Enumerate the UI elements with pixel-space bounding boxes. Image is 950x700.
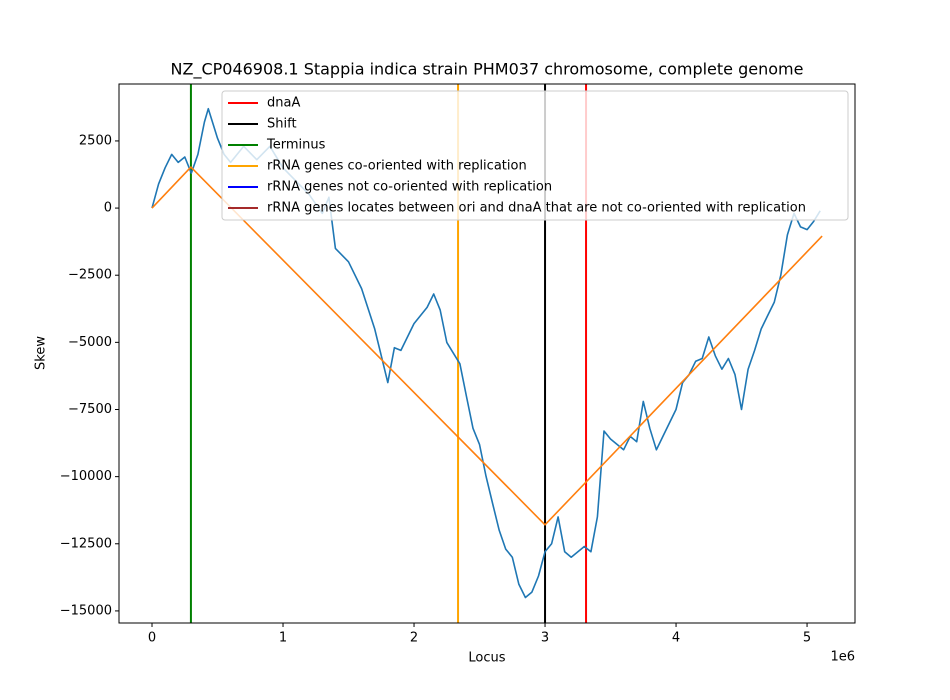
y-tick-label: −15000 [60,603,112,618]
y-tick-label: −2500 [68,268,112,283]
chart-title: NZ_CP046908.1 Stappia indica strain PHM0… [171,60,804,80]
legend-label: rRNA genes co-oriented with replication [267,159,527,174]
legend-box [221,90,849,221]
x-tick-label: 2 [410,631,418,646]
data-line [151,166,823,526]
x-tick-label: 1 [279,631,287,646]
legend-label: Shift [267,117,297,132]
x-tick-label: 5 [803,631,811,646]
legend-label: Terminus [266,138,326,153]
legend-label: rRNA genes not co-oriented with replicat… [267,180,552,195]
x-tick-label: 3 [541,631,549,646]
y-tick-label: −12500 [60,536,112,551]
x-offset-label: 1e6 [830,650,855,665]
y-axis-label: Skew [34,336,49,370]
x-axis-label: Locus [468,651,505,666]
y-tick-label: −5000 [68,335,112,350]
y-tick-label: −10000 [60,469,112,484]
plot-frame [118,83,856,624]
y-tick-label: 0 [104,201,112,216]
legend-label: rRNA genes locates between ori and dnaA … [267,201,806,216]
legend-label: dnaA [267,96,300,111]
x-tick-label: 0 [148,631,156,646]
y-tick-label: −7500 [68,402,112,417]
y-tick-label: 2500 [79,133,112,148]
x-tick-label: 4 [672,631,680,646]
